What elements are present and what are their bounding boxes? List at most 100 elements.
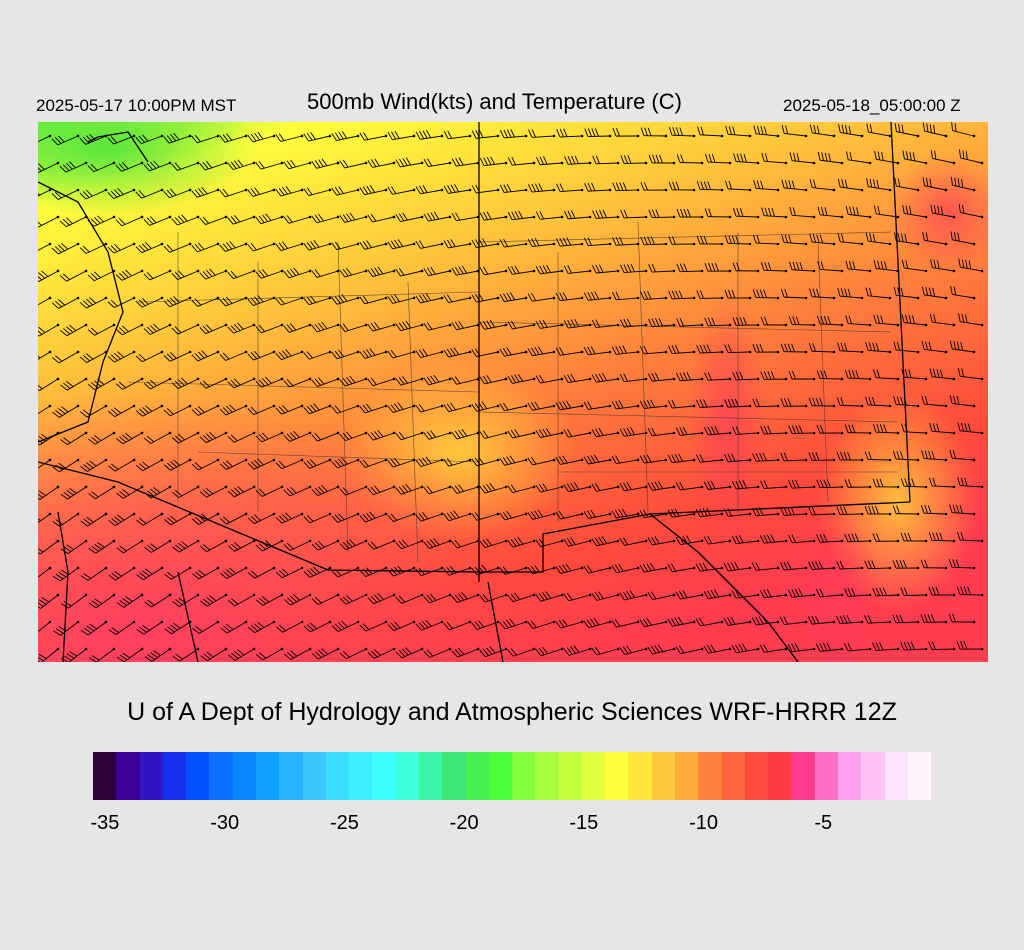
wind-barb <box>731 534 760 545</box>
wind-barb <box>900 478 928 489</box>
wind-barb <box>901 314 928 327</box>
wind-barb <box>52 512 80 527</box>
colorbar-swatch <box>209 752 233 800</box>
wind-barb <box>667 399 696 409</box>
wind-barb <box>108 458 136 472</box>
wind-barb <box>731 643 760 654</box>
wind-barb <box>639 509 668 519</box>
wind-barb <box>555 563 584 574</box>
wind-barb <box>958 204 984 219</box>
wind-barb <box>816 533 844 543</box>
wind-barb <box>116 647 144 662</box>
wind-barb <box>164 620 192 635</box>
wind-barb <box>387 130 416 141</box>
wind-barb <box>451 647 480 658</box>
wind-barb <box>359 185 388 196</box>
wind-barb <box>760 371 788 381</box>
wind-barb <box>752 234 780 246</box>
wind-barb <box>227 269 256 280</box>
wind-barb <box>311 431 340 442</box>
wind-barb <box>359 403 388 414</box>
wind-barb <box>874 150 900 165</box>
wind-barb <box>647 644 676 655</box>
wind-barb <box>499 238 528 248</box>
wind-barb <box>499 566 528 575</box>
wind-barb <box>283 215 312 224</box>
wind-barb <box>164 512 192 526</box>
colorbar-tick-label: -30 <box>210 812 240 834</box>
wind-barb <box>79 188 108 200</box>
wind-barb <box>668 290 696 300</box>
wind-barb <box>703 426 732 436</box>
wind-barb <box>87 323 116 336</box>
wind-barb <box>583 346 612 356</box>
wind-barb <box>443 402 472 413</box>
wind-barb <box>471 564 500 576</box>
wind-barb <box>703 644 732 654</box>
wind-barb <box>865 342 892 354</box>
wind-barb <box>443 347 472 358</box>
wind-barb <box>893 396 920 408</box>
wind-barb <box>808 560 836 571</box>
wind-barb <box>809 124 836 138</box>
wind-barb <box>499 347 528 357</box>
wind-barb <box>443 566 472 576</box>
wind-barb <box>60 377 88 391</box>
wind-barb <box>675 535 704 545</box>
wind-barb <box>667 508 696 518</box>
wind-barb <box>331 241 360 251</box>
wind-barb <box>620 263 648 274</box>
wind-barb <box>929 368 956 381</box>
wind-barb <box>443 130 472 140</box>
wind-barb <box>921 286 948 300</box>
wind-barb <box>780 452 808 462</box>
wind-barb <box>367 322 396 332</box>
colorbar-swatch <box>395 752 419 800</box>
wind-barb <box>866 123 892 138</box>
wind-barb <box>79 133 108 145</box>
wind-barb <box>283 377 312 388</box>
wind-barb <box>873 369 900 381</box>
wind-barb <box>191 242 220 253</box>
wind-barb <box>415 456 444 468</box>
wind-barb <box>52 350 80 364</box>
wind-barb <box>38 647 60 662</box>
wind-barb <box>527 456 556 466</box>
wind-barb <box>704 317 732 327</box>
wind-barb <box>88 593 116 609</box>
wind-barb <box>395 431 424 441</box>
colorbar-swatch <box>698 752 722 800</box>
wind-barb <box>443 239 472 249</box>
wind-barb <box>331 404 360 414</box>
wind-barb <box>219 350 248 361</box>
wind-barb <box>87 161 116 173</box>
wind-barb <box>227 215 256 225</box>
wind-barb <box>60 485 88 500</box>
wind-barb <box>584 237 612 247</box>
wind-barb <box>675 590 704 600</box>
colorbar-swatch <box>558 752 582 800</box>
wind-barb <box>247 512 276 525</box>
wind-barb <box>38 620 52 637</box>
wind-barb <box>555 347 584 356</box>
wind-barb <box>611 508 640 519</box>
wind-barb <box>199 323 228 335</box>
wind-barb <box>387 402 416 413</box>
wind-barb <box>950 176 976 192</box>
wind-barb <box>108 566 136 581</box>
wind-barb <box>816 315 844 327</box>
wind-barb <box>359 458 388 468</box>
colorbar-tick-label: -35 <box>90 812 120 834</box>
wind-barb <box>172 539 200 553</box>
wind-barb <box>789 152 816 165</box>
wind-barb <box>788 534 816 544</box>
wind-barb <box>275 186 304 197</box>
wind-barb <box>817 261 844 273</box>
colorbar-swatch <box>791 752 815 800</box>
rio-grande-border <box>649 513 799 662</box>
wind-barb <box>697 126 724 138</box>
colorbar-swatch <box>721 752 745 800</box>
wind-barb <box>359 131 388 141</box>
wind-barb <box>696 344 724 354</box>
wind-barb <box>219 188 248 198</box>
